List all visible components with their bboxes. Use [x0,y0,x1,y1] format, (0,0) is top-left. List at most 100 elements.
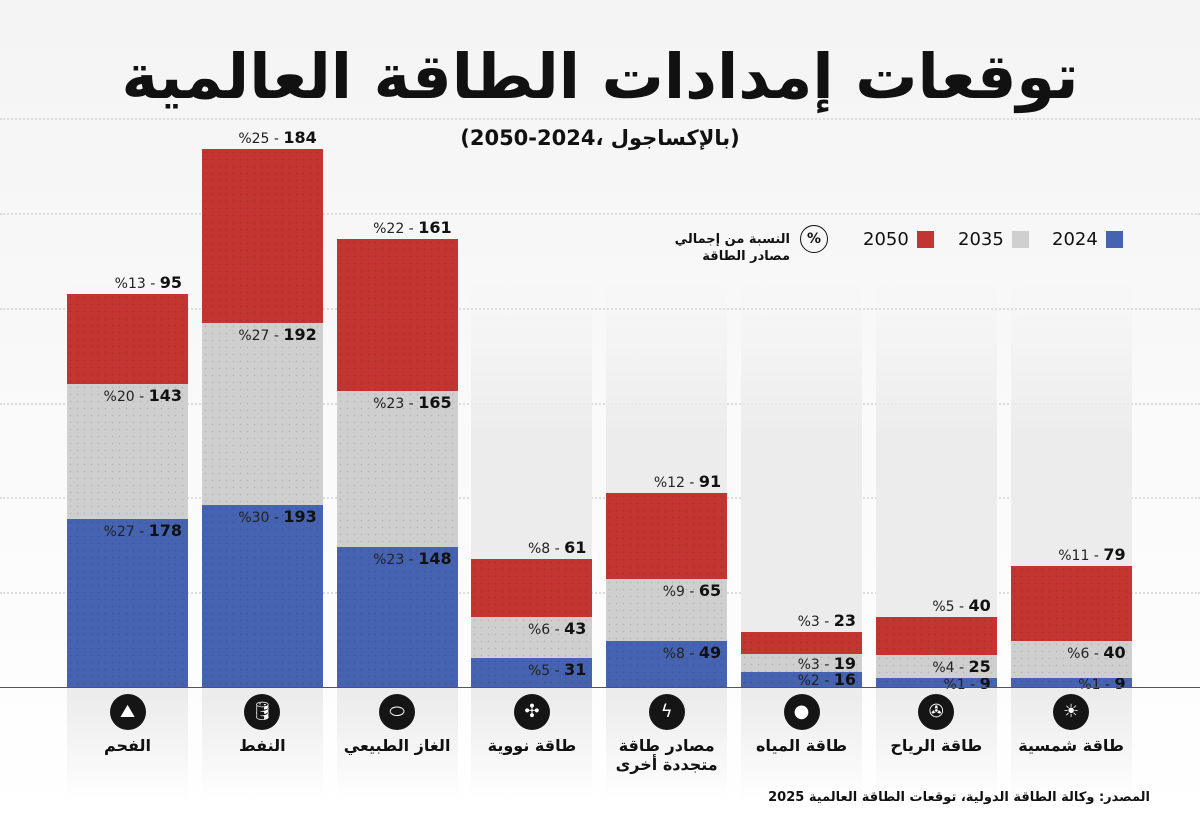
data-label: %20 - 143 [61,386,182,405]
bar-segment-2035 [875,654,997,679]
data-label: %4 - 25 [870,656,991,676]
bar-segment-2035 [606,579,728,641]
value-label: 9 [1114,673,1126,693]
data-label: %22 - 161 [331,218,451,238]
bar-segment-2024 [1010,678,1132,687]
percent-label: %4 - [932,659,969,676]
bar-segment-2035 [471,617,593,658]
data-label: %3 - 19 [735,654,856,673]
bar-segment-2024 [201,504,323,687]
gas-tank-icon: ⬭ [379,694,416,730]
legend-label: 2035 [958,229,1004,250]
category-label: النفط [238,736,286,755]
percent-icon: % [800,225,828,253]
category-label: طاقة شمسية [1018,736,1124,755]
wind-turbine-icon: ✇ [918,694,955,730]
gridline [0,403,1200,405]
percent-note-line2: مصادر الطاقة [702,249,790,264]
percent-label: %27 - [103,523,149,540]
bar-segment-2050 [201,149,323,324]
category-label: طاقة نووية [487,736,577,755]
percent-label: %3 - [797,656,834,673]
value-label: 148 [418,549,452,569]
legend-swatch [916,231,934,248]
gridline [0,308,1200,310]
bar-segment-2050 [336,239,458,392]
bar-segment-2035 [67,383,188,519]
percent-label: %12 - [653,475,699,492]
data-label: %23 - 165 [331,393,452,413]
value-label: 16 [833,670,856,690]
data-label: %13 - 95 [61,273,182,292]
bar-segment-2050 [67,293,188,384]
value-label: 79 [1103,545,1126,565]
data-label: %5 - 40 [870,596,990,616]
bar-segment-2024 [875,678,997,687]
percent-label: %6 - [1067,645,1104,662]
data-label: %27 - 178 [61,521,182,540]
value-label: 43 [564,619,587,639]
percent-label: %5 - [527,662,565,679]
category-label: الفحم [103,736,152,755]
oil-barrel-icon: 🛢 [244,694,281,730]
value-label: 192 [283,325,317,345]
bar-segment-2050 [741,632,862,654]
sun-icon: ☀ [1053,694,1090,730]
percent-label: %13 - [114,275,160,292]
percent-label: %8 - [527,541,565,558]
bar-segment-2035 [1010,640,1132,679]
category-label: الغاز الطبيعي [343,736,451,755]
percent-label: %3 - [797,614,834,631]
value-label: 193 [283,506,317,526]
value-label: 9 [979,673,991,693]
category-label: مصادر طاقة متجددة أخرى [615,736,718,774]
value-label: 143 [148,385,182,405]
value-label: 91 [698,472,722,492]
legend-swatch [1011,231,1029,248]
data-label: %12 - 91 [600,472,721,491]
value-label: 40 [1103,642,1126,662]
value-label: 19 [833,653,856,673]
percent-label: %9 - [662,584,699,601]
legend-swatch [1105,231,1123,248]
legend-label: 2050 [863,229,909,250]
bar-segment-2024 [471,657,593,687]
percent-label: %23 - [373,396,419,413]
percent-label: %1 - [1078,676,1115,693]
water-drop-icon: ● [783,694,820,730]
data-label: %3 - 23 [735,611,856,630]
data-label: %8 - 61 [465,538,586,557]
percent-label: %8 - [662,645,699,662]
value-label: 65 [698,581,722,601]
category-label: طاقة المياه [755,736,848,755]
percent-label: %30 - [238,509,284,526]
legend-label: 2024 [1052,229,1098,250]
data-label: %25 - 184 [196,128,316,147]
legend-2035: 2035 [958,229,1029,250]
value-label: 165 [418,393,452,413]
nuclear-icon: ✣ [513,694,550,730]
bar-segment-2050 [1010,566,1132,641]
legend-2024: 2024 [1052,229,1123,250]
percent-note: النسبة من إجمالي مصادر الطاقة [640,231,790,265]
chart-title: توقعات إمدادات الطاقة العالمية [121,40,1079,113]
percent-label: %23 - [373,552,419,569]
percent-label: %5 - [932,599,969,616]
value-label: 61 [564,538,587,558]
value-label: 25 [968,656,991,676]
percent-label: %6 - [527,622,565,639]
data-label: %6 - 40 [1005,642,1126,662]
data-label: %6 - 43 [465,619,586,638]
source-note: المصدر: وكالة الطاقة الدولية، توقعات الط… [768,790,1150,805]
bar-segment-2024 [67,518,188,687]
bar-segment-2035 [336,391,458,548]
category-label: طاقة الرياح [890,736,983,755]
legend-2050: 2050 [863,229,934,250]
gridline [0,213,1200,215]
chart-subtitle: (بالإكساجول ،2024-2050) [460,126,740,150]
bar-segment-2050 [606,493,728,580]
percent-label: %2 - [797,673,834,690]
percent-label: %20 - [103,388,149,405]
data-label: %11 - 79 [1005,545,1126,565]
percent-label: %22 - [373,221,419,238]
